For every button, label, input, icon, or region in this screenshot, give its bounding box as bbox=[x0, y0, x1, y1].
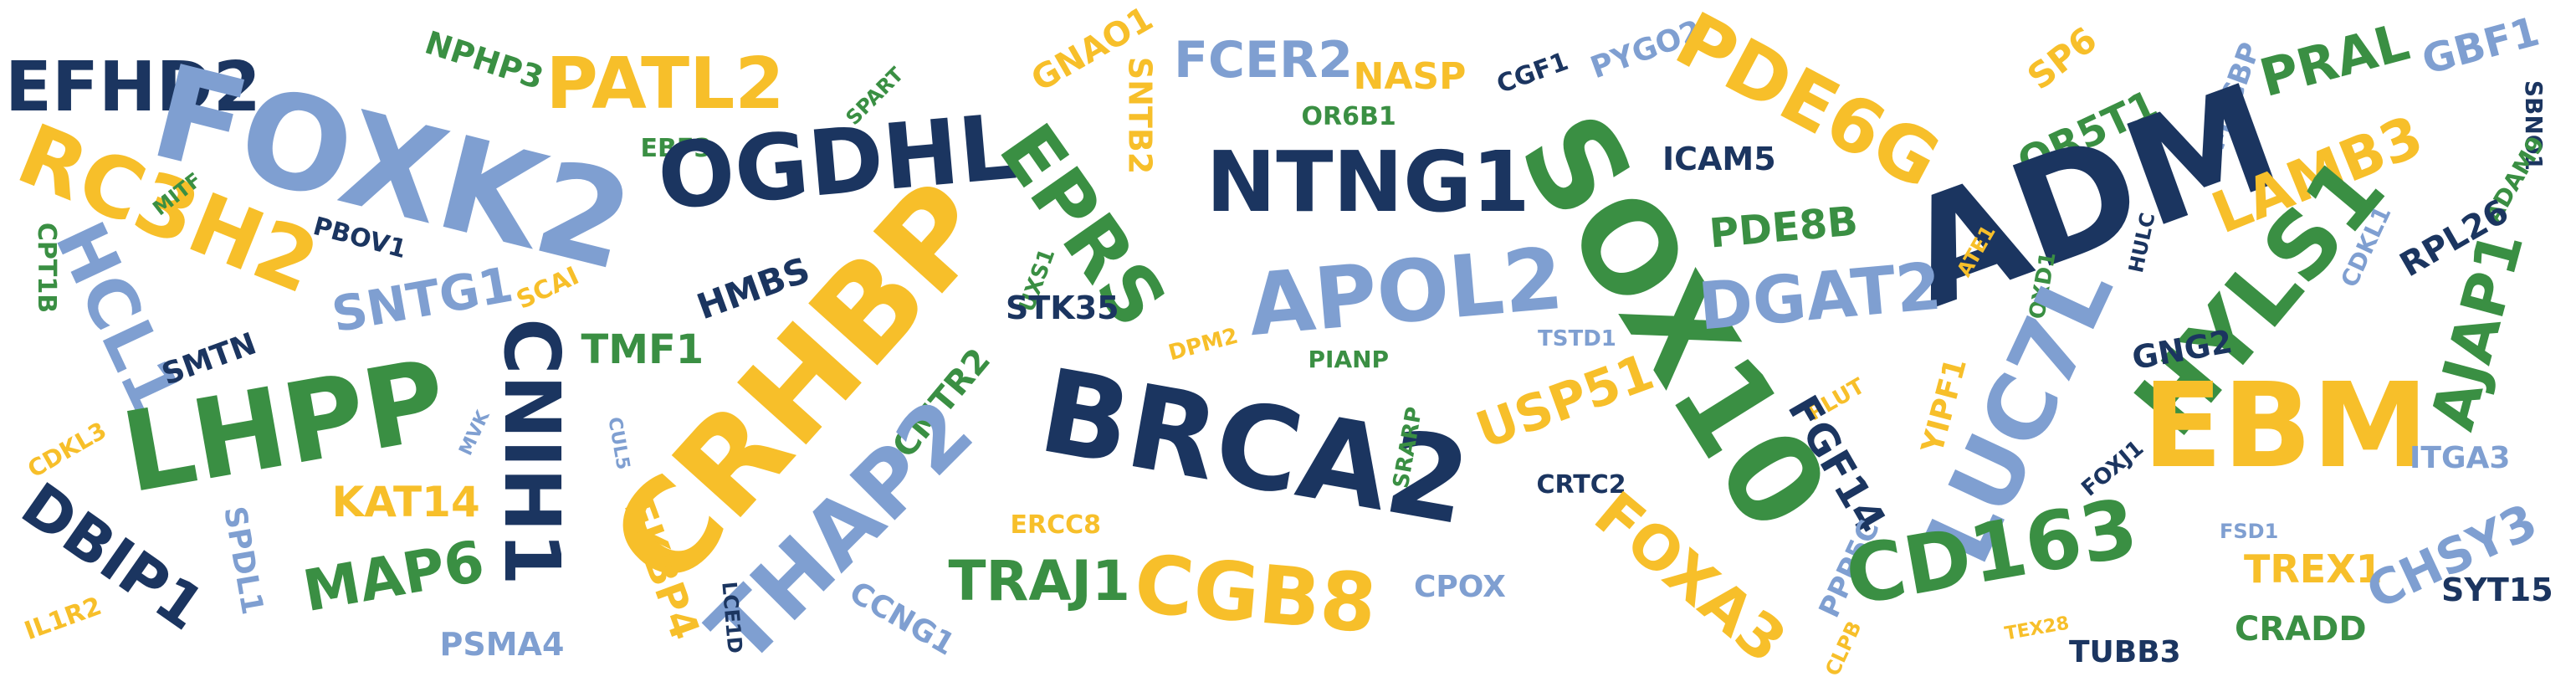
word-ebf3: EBF3 bbox=[640, 134, 712, 163]
word-traj1: TRAJ1 bbox=[948, 549, 1130, 613]
word-tubb3: TUBB3 bbox=[2069, 635, 2181, 669]
word-apol2: APOL2 bbox=[1244, 228, 1567, 356]
word-fcer2: FCER2 bbox=[1174, 31, 1353, 90]
word-nphp3: NPHP3 bbox=[420, 23, 548, 97]
word-map6: MAP6 bbox=[298, 528, 489, 626]
word-sp6: SP6 bbox=[2020, 18, 2105, 98]
word-pde8b: PDE8B bbox=[1707, 197, 1860, 258]
word-spdl1: SPDL1 bbox=[217, 504, 270, 618]
word-cgb8: CGB8 bbox=[1130, 536, 1380, 652]
word-itga3: ITGA3 bbox=[2410, 441, 2511, 475]
word-pianp: PIANP bbox=[1308, 346, 1390, 373]
word-gbf1: GBF1 bbox=[2417, 8, 2544, 85]
word-cpox: CPOX bbox=[1414, 570, 1506, 604]
word-pral: PRAL bbox=[2253, 10, 2415, 110]
word-fsd1: FSD1 bbox=[2220, 520, 2279, 543]
word-syt15: SYT15 bbox=[2441, 572, 2553, 608]
word-tmf1: TMF1 bbox=[581, 326, 704, 373]
word-ccng1: CCNG1 bbox=[843, 575, 960, 663]
word-crtc2: CRTC2 bbox=[1536, 470, 1626, 500]
word-dpm2: DPM2 bbox=[1165, 323, 1241, 367]
word-sntb2: SNTB2 bbox=[1120, 56, 1158, 175]
word-or6b1: OR6B1 bbox=[1301, 102, 1396, 131]
word-ntng1: NTNG1 bbox=[1206, 133, 1530, 231]
word-ercc8: ERCC8 bbox=[1010, 510, 1102, 540]
word-psma4: PSMA4 bbox=[439, 626, 565, 663]
word-tstd1: TSTD1 bbox=[1538, 326, 1616, 351]
word-kat14: KAT14 bbox=[331, 478, 480, 526]
word-clpb: CLPB bbox=[1820, 617, 1867, 680]
word-nasp: NASP bbox=[1353, 55, 1467, 98]
word-cradd: CRADD bbox=[2235, 610, 2367, 649]
word-cgf1: CGF1 bbox=[1493, 47, 1573, 100]
word-patl2: PATL2 bbox=[545, 42, 785, 126]
word-tex28: TEX28 bbox=[2003, 613, 2072, 645]
word-lce1d: LCE1D bbox=[717, 580, 747, 655]
word-stk35: STK35 bbox=[1006, 290, 1119, 326]
word-il1r2: IL1R2 bbox=[20, 591, 105, 647]
word-trex1: TREX1 bbox=[2244, 546, 2383, 592]
word-cul5: CUL5 bbox=[602, 415, 633, 472]
word-dgat2: DGAT2 bbox=[1695, 249, 1944, 346]
word-efhd2: EFHD2 bbox=[5, 48, 261, 127]
word-cnih1: CNIH1 bbox=[486, 318, 576, 586]
word-usp51: USP51 bbox=[1468, 342, 1662, 461]
word-cdkl3: CDKL3 bbox=[22, 416, 111, 484]
word-icam5: ICAM5 bbox=[1662, 141, 1776, 177]
word-ebm: EBM bbox=[2143, 358, 2429, 495]
